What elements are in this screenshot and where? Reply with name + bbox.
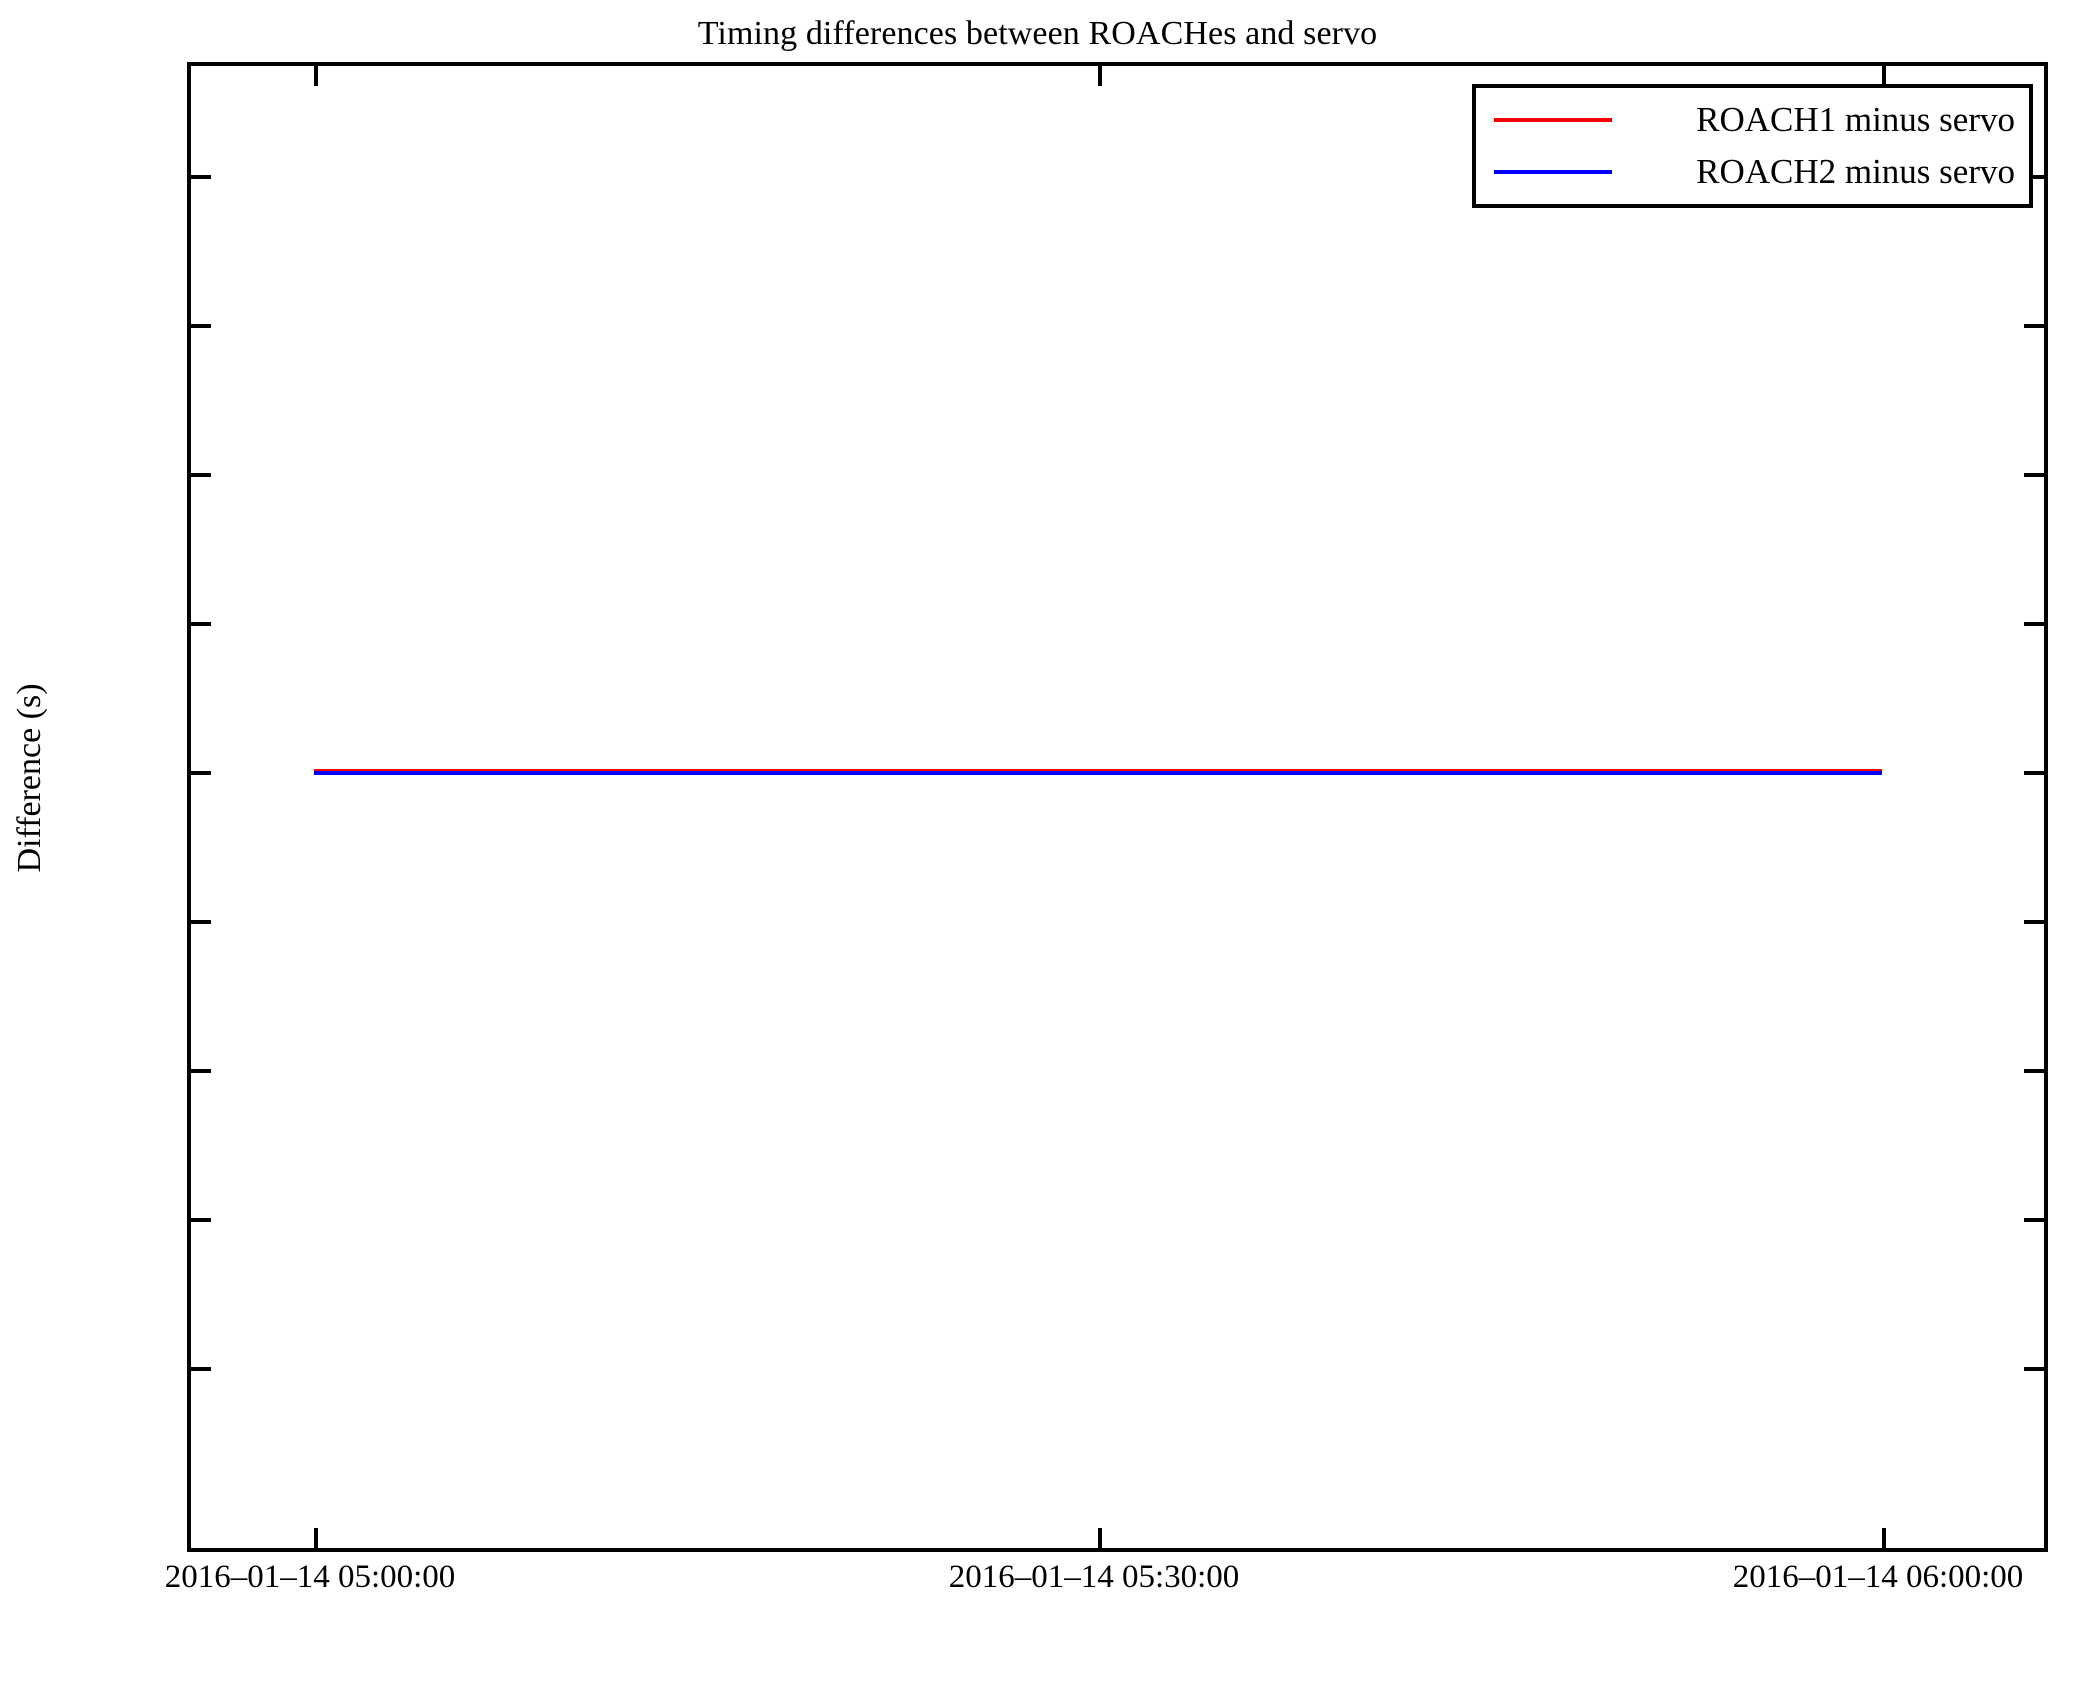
legend-color-swatch-blue bbox=[1494, 170, 1612, 174]
y-tick-mark-right-0.06 bbox=[2024, 324, 2044, 328]
legend-label-roach1: ROACH1 minus servo bbox=[1696, 100, 2015, 139]
y-tick-mark-right--0.06 bbox=[2024, 1218, 2044, 1222]
x-tick-label-0: 2016–01–14 05:00:00 bbox=[164, 1559, 456, 1595]
y-tick-mark-right--0.02 bbox=[2024, 920, 2044, 924]
y-tick-mark-left-0.04 bbox=[191, 473, 211, 477]
y-tick-mark-left-0.08 bbox=[191, 175, 211, 179]
page-title: Timing differences between ROACHes and s… bbox=[697, 15, 1378, 52]
legend-color-swatch-red bbox=[1494, 118, 1612, 122]
x-tick-mark-top-2 bbox=[1882, 66, 1886, 86]
x-tick-mark-bottom-0 bbox=[314, 1528, 318, 1548]
y-tick-mark-left--0.04 bbox=[191, 1069, 211, 1073]
legend[interactable]: ROACH1 minus servo ROACH2 minus servo bbox=[1472, 84, 2033, 208]
y-tick-mark-left-0.06 bbox=[191, 324, 211, 328]
y-tick-mark-right--0.04 bbox=[2024, 1069, 2044, 1073]
y-tick-mark-left-0 bbox=[191, 771, 211, 775]
x-tick-mark-top-0 bbox=[314, 66, 318, 86]
x-tick-mark-top-1 bbox=[1098, 66, 1102, 86]
series-line-roach2-minus-servo bbox=[314, 771, 1882, 775]
legend-label-roach2: ROACH2 minus servo bbox=[1696, 152, 2015, 191]
y-tick-mark-right-0.02 bbox=[2024, 622, 2044, 626]
x-tick-label-2: 2016–01–14 06:00:00 bbox=[1732, 1559, 2024, 1595]
legend-entry-roach2[interactable]: ROACH2 minus servo bbox=[1476, 146, 2029, 198]
x-tick-mark-bottom-2 bbox=[1882, 1528, 1886, 1548]
y-tick-mark-left--0.06 bbox=[191, 1218, 211, 1222]
legend-entry-roach1[interactable]: ROACH1 minus servo bbox=[1476, 94, 2029, 146]
plot-area: ROACH1 minus servo ROACH2 minus servo bbox=[187, 62, 2048, 1552]
y-tick-mark-right-0.08 bbox=[2024, 175, 2044, 179]
y-tick-mark-right--0.08 bbox=[2024, 1367, 2044, 1371]
y-tick-mark-left--0.08 bbox=[191, 1367, 211, 1371]
y-tick-mark-right-0 bbox=[2024, 771, 2044, 775]
y-axis-title: Difference (s) bbox=[11, 683, 48, 873]
y-tick-mark-left-0.02 bbox=[191, 622, 211, 626]
x-tick-label-1: 2016–01–14 05:30:00 bbox=[948, 1559, 1240, 1595]
y-tick-mark-right-0.04 bbox=[2024, 473, 2044, 477]
y-tick-mark-left--0.02 bbox=[191, 920, 211, 924]
x-tick-mark-bottom-1 bbox=[1098, 1528, 1102, 1548]
